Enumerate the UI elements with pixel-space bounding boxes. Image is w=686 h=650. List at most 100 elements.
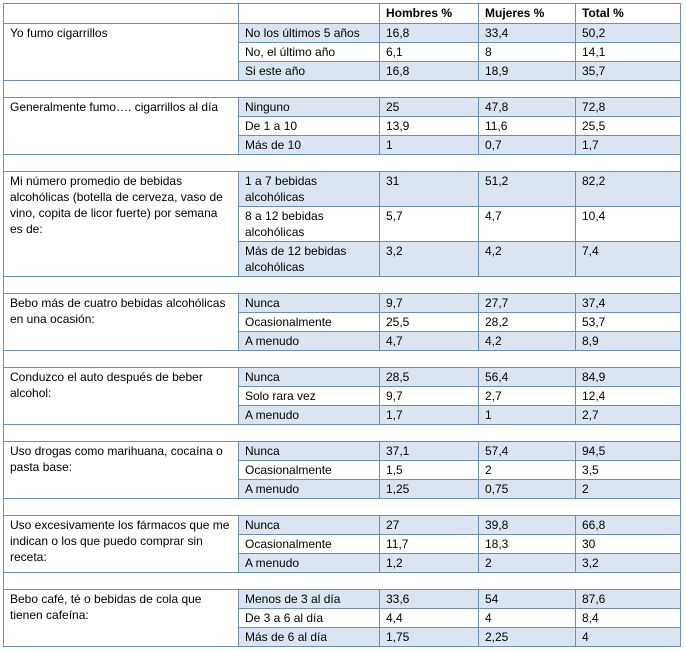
mujeres-cell: 2 (478, 460, 576, 480)
table-row: A menudo 1,25 0,75 2 (4, 479, 681, 499)
spacer-row (3, 80, 681, 98)
total-cell: 53,7 (575, 312, 681, 332)
option-cell: Nunca (238, 293, 380, 313)
mujeres-cell: 33,4 (478, 23, 576, 43)
hombres-cell: 16,8 (379, 23, 479, 43)
hombres-cell: 1,5 (379, 460, 479, 480)
total-cell: 3,5 (575, 460, 681, 480)
table-row: De 3 a 6 al día 4,4 4 8,4 (4, 608, 681, 628)
option-cell: 8 a 12 bebidas alcohólicas (238, 206, 380, 242)
mujeres-cell: 11,6 (478, 116, 576, 136)
total-cell: 37,4 (575, 293, 681, 313)
option-cell: A menudo (238, 479, 380, 499)
table-row: Uso excesivamente los fármacos que me in… (3, 515, 681, 573)
spacer-row (3, 498, 681, 516)
table-row: Bebo más de cuatro bebidas alcohólicas e… (3, 293, 681, 351)
total-cell: 50,2 (575, 23, 681, 43)
mujeres-cell: 4,2 (478, 241, 576, 277)
option-cell: Ninguno (238, 97, 380, 117)
table-row: Bebo café, té o bebidas de cola que tien… (3, 589, 681, 647)
total-cell: 2,7 (575, 405, 681, 425)
mujeres-cell: 39,8 (478, 515, 576, 535)
total-cell: 10,4 (575, 206, 681, 242)
table-row: A menudo 1,7 1 2,7 (4, 405, 681, 425)
header-total: Total % (575, 3, 681, 24)
survey-table-container: Hombres % Mujeres % Total % Yo fumo ciga… (3, 3, 681, 647)
total-cell: 35,7 (575, 61, 681, 81)
hombres-cell: 1,7 (379, 405, 479, 425)
total-cell: 14,1 (575, 42, 681, 62)
mujeres-cell: 2,25 (478, 627, 576, 647)
option-cell: No los últimos 5 años (238, 23, 380, 43)
hombres-cell: 25,5 (379, 312, 479, 332)
option-cell: Si este año (238, 61, 380, 81)
total-cell: 72,8 (575, 97, 681, 117)
spacer-row (3, 424, 681, 442)
total-cell: 94,5 (575, 441, 681, 461)
table-row: Yo fumo cigarrillos No los últimos 5 años… (3, 23, 681, 81)
survey-table: Hombres % Mujeres % Total % Yo fumo ciga… (3, 3, 681, 647)
question-cell: Mi número promedio de bebidas alcohólica… (3, 171, 239, 277)
option-cell: Más de 10 (238, 135, 380, 155)
mujeres-cell: 0,7 (478, 135, 576, 155)
hombres-cell: 1,2 (379, 553, 479, 573)
total-cell: 30 (575, 534, 681, 554)
hombres-cell: 6,1 (379, 42, 479, 62)
option-cell: Nunca (238, 367, 380, 387)
total-cell: 12,4 (575, 386, 681, 406)
table-row: 8 a 12 bebidas alcohólicas 5,7 4,7 10,4 (4, 206, 681, 242)
spacer-cell (3, 80, 681, 98)
hombres-cell: 1 (379, 135, 479, 155)
option-cell: A menudo (238, 331, 380, 351)
question-cell: Uso drogas como marihuana, cocaína o pas… (3, 441, 239, 499)
option-cell: A menudo (238, 405, 380, 425)
hombres-cell: 11,7 (379, 534, 479, 554)
total-cell: 2 (575, 479, 681, 499)
hombres-cell: 1,75 (379, 627, 479, 647)
mujeres-cell: 18,3 (478, 534, 576, 554)
option-cell: Nunca (238, 441, 380, 461)
mujeres-cell: 0,75 (478, 479, 576, 499)
question-cell: Bebo café, té o bebidas de cola que tien… (3, 589, 239, 647)
option-cell: Menos de 3 al día (238, 589, 380, 609)
total-cell: 8,9 (575, 331, 681, 351)
option-cell: No, el último año (238, 42, 380, 62)
header-option (238, 3, 380, 24)
question-cell: Uso excesivamente los fármacos que me in… (3, 515, 239, 573)
hombres-cell: 1,25 (379, 479, 479, 499)
table-row: Mi número promedio de bebidas alcohólica… (3, 171, 681, 277)
survey-body: Yo fumo cigarrillos No los últimos 5 años… (3, 23, 681, 647)
table-row: De 1 a 10 13,9 11,6 25,5 (4, 116, 681, 136)
header-row: Hombres % Mujeres % Total % (3, 3, 681, 24)
table-row: Más de 12 bebidas alcohólicas 3,2 4,2 7,4 (4, 241, 681, 277)
spacer-cell (3, 424, 681, 442)
spacer-cell (3, 498, 681, 516)
total-cell: 8,4 (575, 608, 681, 628)
mujeres-cell: 28,2 (478, 312, 576, 332)
mujeres-cell: 54 (478, 589, 576, 609)
total-cell: 87,6 (575, 589, 681, 609)
table-row: Uso drogas como marihuana, cocaína o pas… (3, 441, 681, 499)
table-row: Ocasionalmente 1,5 2 3,5 (4, 460, 681, 480)
mujeres-cell: 4,7 (478, 206, 576, 242)
mujeres-cell: 47,8 (478, 97, 576, 117)
table-row: Más de 6 al día 1,75 2,25 4 (4, 627, 681, 647)
header-question (3, 3, 239, 24)
hombres-cell: 4,7 (379, 331, 479, 351)
option-cell: De 3 a 6 al día (238, 608, 380, 628)
hombres-cell: 25 (379, 97, 479, 117)
option-cell: Más de 6 al día (238, 627, 380, 647)
hombres-cell: 4,4 (379, 608, 479, 628)
hombres-cell: 9,7 (379, 293, 479, 313)
hombres-cell: 9,7 (379, 386, 479, 406)
total-cell: 84,9 (575, 367, 681, 387)
total-cell: 25,5 (575, 116, 681, 136)
mujeres-cell: 1 (478, 405, 576, 425)
option-cell: Ocasionalmente (238, 534, 380, 554)
option-cell: Más de 12 bebidas alcohólicas (238, 241, 380, 277)
option-cell: Ocasionalmente (238, 312, 380, 332)
total-cell: 4 (575, 627, 681, 647)
hombres-cell: 5,7 (379, 206, 479, 242)
option-cell: De 1 a 10 (238, 116, 380, 136)
hombres-cell: 33,6 (379, 589, 479, 609)
